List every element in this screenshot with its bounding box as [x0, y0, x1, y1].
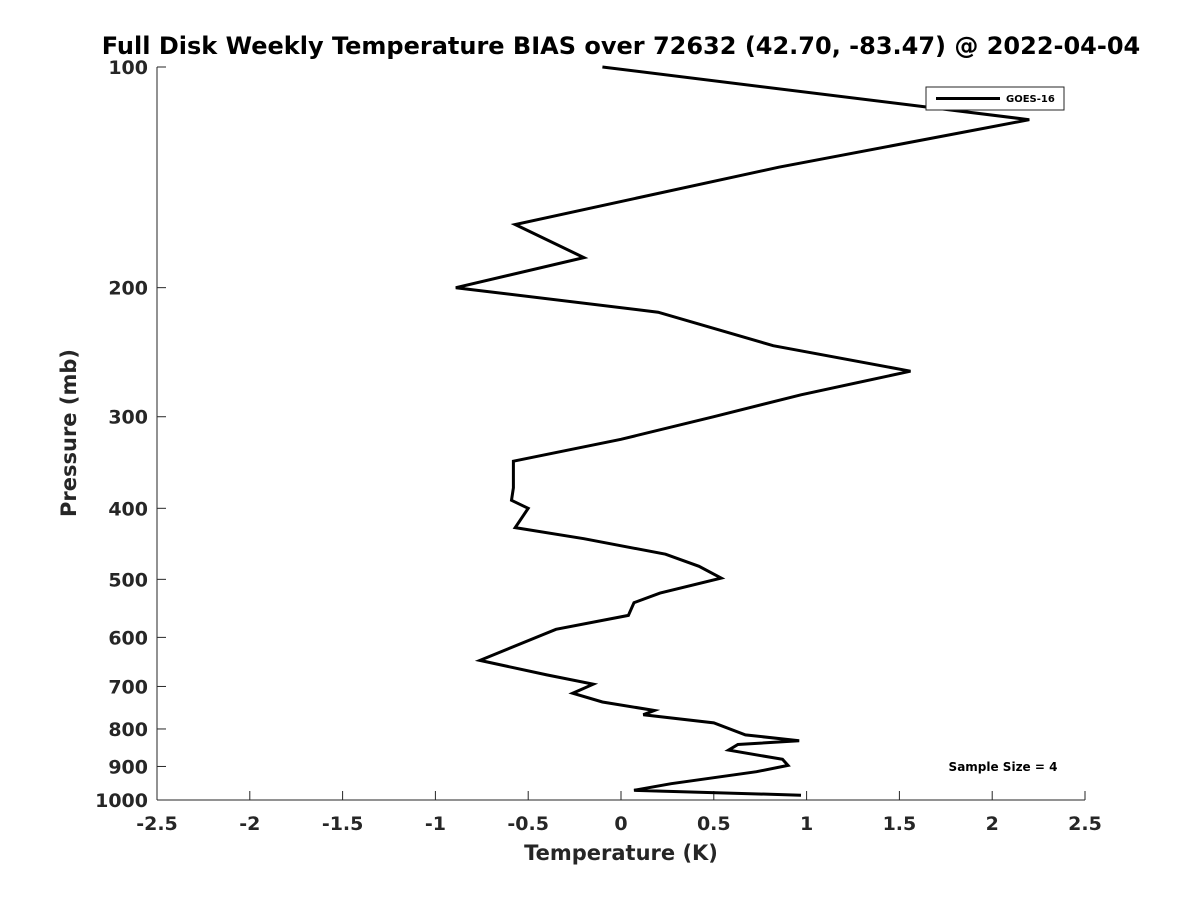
x-tick-label: 0.5: [697, 813, 731, 835]
y-tick-label: 200: [108, 278, 148, 300]
x-tick-label: -1.5: [322, 813, 364, 835]
y-tick-label: 600: [108, 627, 148, 649]
chart-title: Full Disk Weekly Temperature BIAS over 7…: [102, 32, 1141, 60]
y-tick-label: 700: [108, 676, 148, 698]
x-ticks: -2.5 -2 -1.5 -1 -0.5 0 0.5 1 1.5 2 2.5: [136, 791, 1102, 835]
x-tick-label: 2.5: [1068, 813, 1102, 835]
x-tick-label: -2: [239, 813, 260, 835]
y-tick-label: 800: [108, 719, 148, 741]
x-tick-label: -2.5: [136, 813, 178, 835]
x-tick-label: 1.5: [883, 813, 917, 835]
x-axis-label: Temperature (K): [524, 841, 718, 865]
y-tick-label: 1000: [95, 790, 148, 812]
series-line-goes-16: [455, 65, 1030, 797]
legend: GOES-16: [925, 86, 1065, 111]
x-tick-label: -0.5: [507, 813, 549, 835]
y-tick-label: 300: [108, 407, 148, 429]
y-tick-label: 100: [108, 57, 148, 79]
y-ticks: 100 200 300 400 500 600 700 800 900 1000: [95, 57, 166, 812]
sample-size-annotation: Sample Size = 4: [949, 760, 1058, 774]
legend-label: GOES-16: [1006, 94, 1055, 105]
y-tick-label: 400: [108, 498, 148, 520]
x-tick-label: 0: [614, 813, 627, 835]
y-tick-label: 900: [108, 756, 148, 778]
x-tick-label: 1: [800, 813, 813, 835]
series-group: [455, 65, 1030, 797]
x-tick-label: 2: [986, 813, 999, 835]
x-tick-label: -1: [425, 813, 446, 835]
y-tick-label: 500: [108, 569, 148, 591]
y-axis-label: Pressure (mb): [57, 349, 81, 517]
axes-group: [156, 67, 1085, 801]
